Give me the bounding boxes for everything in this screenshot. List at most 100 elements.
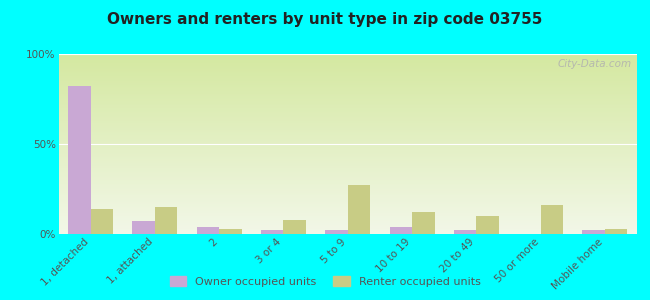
Bar: [58, 226, 637, 227]
Bar: [197, 227, 219, 234]
Bar: [58, 57, 637, 58]
Bar: [58, 138, 637, 139]
Bar: [58, 127, 637, 128]
Bar: [58, 213, 637, 214]
Bar: [58, 190, 637, 191]
Bar: [58, 231, 637, 232]
Bar: [58, 81, 637, 82]
Bar: [58, 225, 637, 226]
Bar: [58, 223, 637, 224]
Bar: [58, 167, 637, 168]
Bar: [58, 203, 637, 204]
Bar: [582, 230, 605, 234]
Bar: [58, 56, 637, 57]
Bar: [58, 174, 637, 175]
Bar: [58, 70, 637, 71]
Bar: [58, 215, 637, 216]
Bar: [58, 124, 637, 125]
Bar: [58, 115, 637, 116]
Bar: [58, 165, 637, 166]
Bar: [58, 83, 637, 84]
Bar: [58, 107, 637, 108]
Bar: [58, 216, 637, 217]
Bar: [58, 220, 637, 221]
Bar: [454, 230, 476, 234]
Bar: [58, 121, 637, 122]
Bar: [58, 146, 637, 147]
Bar: [58, 69, 637, 70]
Bar: [58, 98, 637, 99]
Bar: [58, 90, 637, 91]
Bar: [58, 91, 637, 92]
Bar: [58, 170, 637, 171]
Bar: [58, 149, 637, 150]
Bar: [58, 156, 637, 157]
Bar: [58, 134, 637, 135]
Bar: [58, 144, 637, 145]
Bar: [58, 211, 637, 212]
Bar: [58, 232, 637, 233]
Bar: [58, 130, 637, 131]
Bar: [58, 202, 637, 203]
Bar: [58, 207, 637, 208]
Bar: [58, 175, 637, 176]
Bar: [58, 140, 637, 141]
Bar: [58, 106, 637, 107]
Bar: [58, 221, 637, 222]
Bar: [58, 118, 637, 119]
Bar: [58, 192, 637, 193]
Bar: [90, 209, 113, 234]
Bar: [58, 200, 637, 201]
Bar: [58, 219, 637, 220]
Legend: Owner occupied units, Renter occupied units: Owner occupied units, Renter occupied un…: [165, 272, 485, 291]
Bar: [58, 55, 637, 56]
Bar: [58, 54, 637, 55]
Bar: [58, 123, 637, 124]
Bar: [58, 85, 637, 86]
Bar: [58, 199, 637, 200]
Bar: [58, 183, 637, 184]
Bar: [58, 101, 637, 102]
Bar: [58, 158, 637, 159]
Bar: [58, 142, 637, 143]
Bar: [58, 108, 637, 109]
Bar: [58, 180, 637, 181]
Bar: [283, 220, 306, 234]
Bar: [58, 105, 637, 106]
Bar: [541, 205, 563, 234]
Bar: [58, 92, 637, 93]
Bar: [58, 205, 637, 206]
Bar: [58, 63, 637, 64]
Bar: [58, 177, 637, 178]
Bar: [58, 148, 637, 149]
Bar: [58, 210, 637, 211]
Bar: [58, 202, 637, 203]
Bar: [58, 182, 637, 183]
Bar: [412, 212, 434, 234]
Bar: [58, 171, 637, 172]
Bar: [58, 152, 637, 153]
Bar: [58, 112, 637, 113]
Bar: [58, 74, 637, 75]
Bar: [58, 73, 637, 74]
Bar: [58, 178, 637, 179]
Text: Owners and renters by unit type in zip code 03755: Owners and renters by unit type in zip c…: [107, 12, 543, 27]
Bar: [58, 111, 637, 112]
Bar: [58, 131, 637, 132]
Bar: [58, 150, 637, 151]
Bar: [58, 224, 637, 225]
Bar: [58, 80, 637, 81]
Bar: [58, 113, 637, 114]
Bar: [58, 96, 637, 97]
Bar: [58, 93, 637, 94]
Bar: [58, 103, 637, 104]
Bar: [58, 159, 637, 160]
Bar: [58, 76, 637, 77]
Bar: [58, 87, 637, 88]
Bar: [58, 129, 637, 130]
Bar: [58, 67, 637, 68]
Bar: [58, 116, 637, 117]
Bar: [58, 208, 637, 209]
Bar: [58, 64, 637, 65]
Bar: [58, 66, 637, 67]
